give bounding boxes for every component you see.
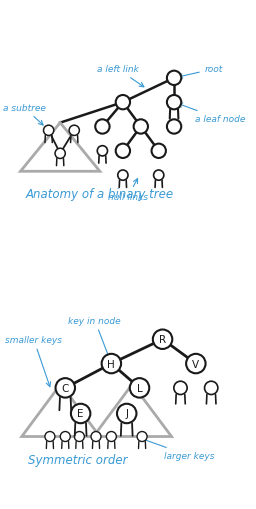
Circle shape: [167, 72, 181, 86]
Text: null links: null links: [108, 179, 148, 202]
Circle shape: [167, 96, 181, 110]
Text: a left link: a left link: [97, 65, 144, 88]
Text: key in node: key in node: [68, 316, 121, 360]
Circle shape: [55, 149, 65, 159]
Text: E: E: [77, 409, 84, 418]
Circle shape: [106, 432, 116, 442]
Circle shape: [45, 432, 55, 442]
Text: Symmetric order: Symmetric order: [28, 453, 128, 466]
Text: J: J: [125, 409, 128, 418]
Circle shape: [116, 96, 130, 110]
Circle shape: [134, 120, 148, 134]
Circle shape: [102, 354, 121, 374]
Circle shape: [153, 330, 172, 349]
Circle shape: [60, 432, 70, 442]
Circle shape: [130, 378, 149, 398]
Circle shape: [44, 126, 54, 136]
Circle shape: [56, 378, 75, 398]
Circle shape: [74, 432, 84, 442]
Text: H: H: [108, 359, 115, 369]
Text: smaller keys: smaller keys: [5, 335, 62, 387]
Text: R: R: [159, 334, 166, 345]
Circle shape: [116, 145, 130, 159]
Circle shape: [174, 381, 187, 395]
Circle shape: [137, 432, 147, 442]
Circle shape: [205, 381, 218, 395]
Text: a subtree: a subtree: [3, 103, 45, 126]
Circle shape: [167, 120, 181, 134]
Circle shape: [152, 145, 166, 159]
Text: L: L: [137, 383, 142, 393]
Circle shape: [154, 171, 164, 181]
Text: root: root: [178, 65, 223, 79]
Circle shape: [97, 147, 108, 157]
Text: C: C: [62, 383, 69, 393]
Circle shape: [69, 126, 79, 136]
Text: V: V: [192, 359, 199, 369]
Text: a leaf node: a leaf node: [178, 104, 245, 124]
Circle shape: [186, 354, 206, 374]
Circle shape: [71, 404, 90, 423]
Text: Anatomy of a binary tree: Anatomy of a binary tree: [26, 188, 174, 201]
Circle shape: [95, 120, 110, 134]
Circle shape: [117, 404, 136, 423]
Text: larger keys: larger keys: [140, 437, 214, 460]
Circle shape: [118, 171, 128, 181]
Circle shape: [91, 432, 101, 442]
